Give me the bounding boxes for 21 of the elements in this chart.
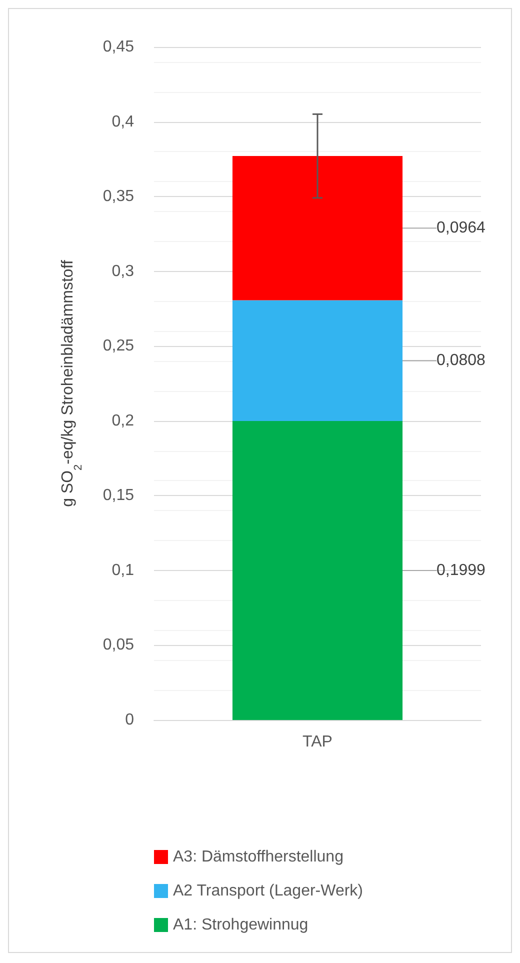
x-tick-label: TAP: [302, 734, 332, 750]
y-tick-label: 0,3: [112, 262, 134, 280]
y-tick-label: 0,2: [112, 412, 134, 430]
legend-label: A1: Strohgewinnug: [173, 916, 308, 934]
data-label: 0,0964: [436, 220, 486, 237]
y-tick-label: 0,15: [102, 487, 134, 504]
y-tick-label: 0,45: [102, 38, 134, 56]
y-tick-label: 0,05: [102, 636, 134, 654]
data-label: 0,1999: [436, 562, 486, 580]
y-tick-label: 0: [125, 712, 134, 728]
legend-label: A3: Dämstoffherstellung: [173, 848, 344, 866]
legend-label: A2 Transport (Lager-Werk): [173, 882, 363, 900]
y-tick-label: 0,25: [102, 338, 134, 355]
bar: [232, 421, 403, 720]
bar: [232, 156, 403, 300]
y-axis-title: g SO2-eq/kg Stroheinbladämmstoff: [60, 260, 84, 507]
data-label: 0,0808: [436, 352, 486, 370]
y-tick-label: 0,1: [112, 562, 134, 579]
y-tick-label: 0,35: [102, 188, 134, 206]
y-tick-label: 0,4: [112, 113, 134, 130]
bar: [232, 300, 403, 422]
